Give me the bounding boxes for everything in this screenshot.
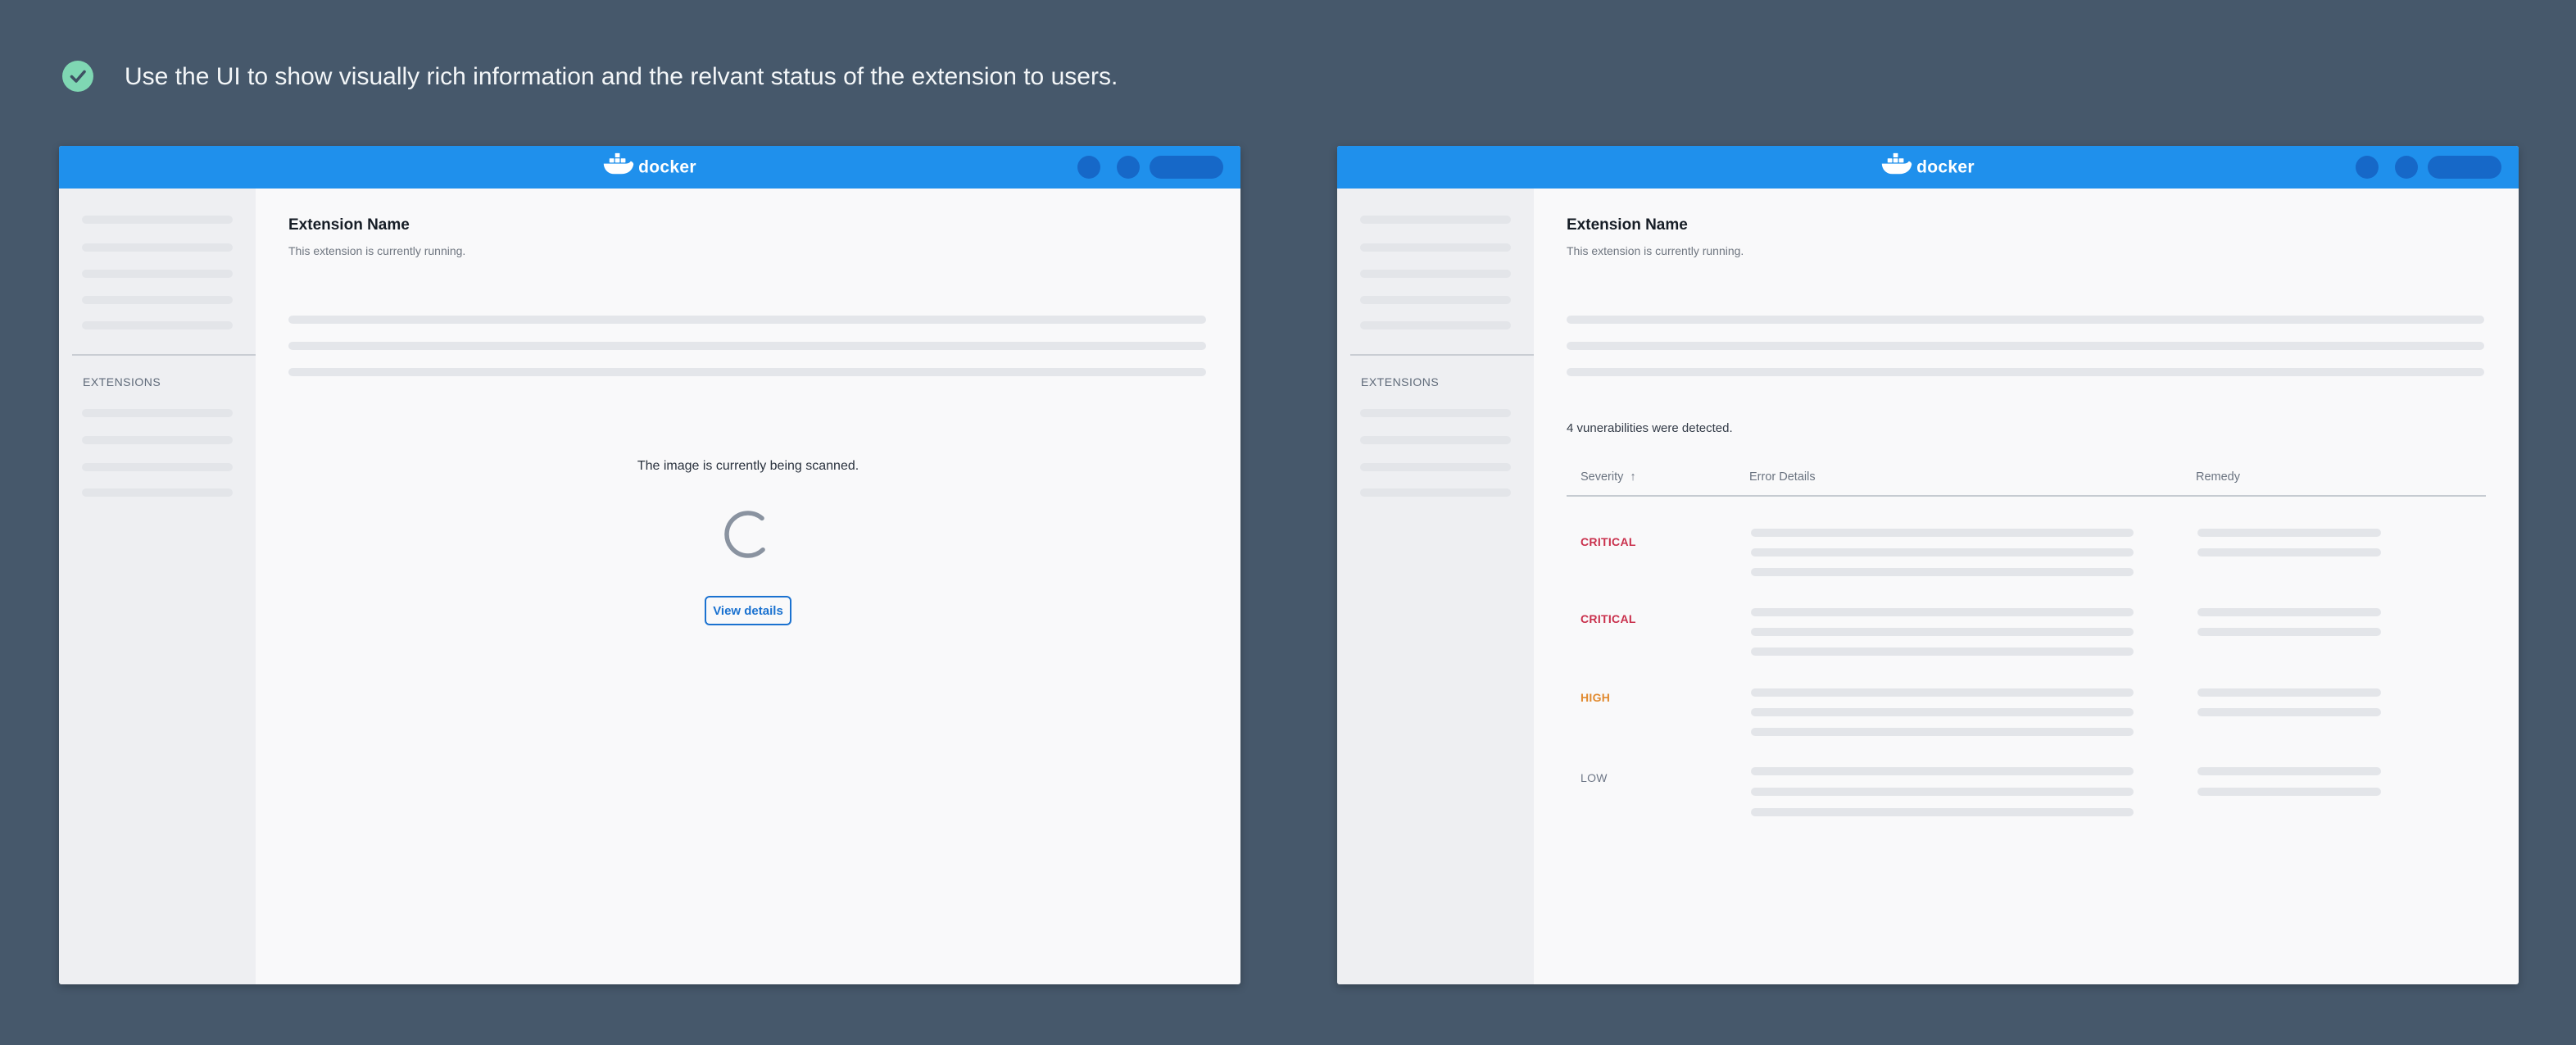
content-placeholder-bar	[1567, 316, 2484, 324]
content-placeholder-bar	[1567, 368, 2484, 376]
header-action-button[interactable]	[2395, 156, 2418, 179]
remedy-placeholder-bar	[2197, 688, 2381, 697]
content-placeholder-bar	[288, 316, 1206, 324]
severity-badge: LOW	[1581, 771, 1608, 784]
sidebar-placeholder-item	[82, 436, 233, 444]
sidebar-placeholder-item	[82, 296, 233, 304]
sidebar-placeholder-item	[82, 270, 233, 278]
error-detail-placeholder-bar	[1751, 568, 2134, 576]
docker-whale-icon	[1881, 152, 1912, 182]
severity-badge: HIGH	[1581, 691, 1611, 704]
header-action-pill[interactable]	[2428, 156, 2501, 179]
sidebar-placeholder-item	[1360, 436, 1511, 444]
extension-status-subtitle: This extension is currently running.	[288, 244, 466, 257]
scanning-status-text: The image is currently being scanned.	[637, 459, 859, 473]
sidebar-placeholder-item	[82, 243, 233, 252]
sidebar-placeholder-item	[1360, 409, 1511, 417]
sidebar-placeholder-item	[1360, 463, 1511, 471]
remedy-placeholder-bar	[2197, 708, 2381, 716]
sidebar-divider	[72, 354, 256, 356]
docker-logo: docker	[603, 152, 696, 182]
extension-content: Extension Name This extension is current…	[1534, 189, 2519, 984]
docker-wordmark: docker	[1916, 157, 1975, 176]
app-header: docker	[1337, 146, 2519, 189]
app-header: docker	[59, 146, 1240, 189]
severity-badge: CRITICAL	[1581, 535, 1636, 548]
error-detail-placeholder-bar	[1751, 728, 2134, 736]
error-detail-placeholder-bar	[1751, 548, 2134, 557]
table-header-severity[interactable]: Severity ↑	[1581, 470, 1636, 484]
sidebar-divider	[1350, 354, 1534, 356]
sidebar-placeholder-item	[1360, 243, 1511, 252]
view-details-button[interactable]: View details	[705, 596, 791, 625]
error-detail-placeholder-bar	[1751, 788, 2134, 796]
header-action-button[interactable]	[2356, 156, 2379, 179]
extension-status-subtitle: This extension is currently running.	[1567, 244, 1744, 257]
table-divider	[1567, 495, 2486, 497]
severity-badge: CRITICAL	[1581, 612, 1636, 625]
vulnerability-summary: 4 vunerabilities were detected.	[1567, 421, 1733, 435]
check-icon	[62, 61, 93, 92]
extension-content: Extension Name This extension is current…	[256, 189, 1240, 984]
extension-title: Extension Name	[288, 216, 410, 234]
remedy-placeholder-bar	[2197, 548, 2381, 557]
sidebar-placeholder-item	[82, 321, 233, 329]
sidebar: EXTENSIONS	[59, 189, 256, 984]
header-action-button[interactable]	[1077, 156, 1100, 179]
loading-spinner-icon	[722, 508, 774, 561]
sidebar-section-label: EXTENSIONS	[1361, 375, 1440, 388]
error-detail-placeholder-bar	[1751, 628, 2134, 636]
content-placeholder-bar	[1567, 342, 2484, 350]
sidebar-placeholder-item	[82, 463, 233, 471]
extension-title: Extension Name	[1567, 216, 1688, 234]
table-header-error-details: Error Details	[1749, 470, 1816, 484]
remedy-placeholder-bar	[2197, 608, 2381, 616]
table-header-remedy: Remedy	[2196, 470, 2240, 484]
sidebar-section-label: EXTENSIONS	[83, 375, 161, 388]
docker-desktop-window-scanning: docker EXTENSIONS Extension Name This ex…	[59, 146, 1240, 984]
header-action-button[interactable]	[1117, 156, 1140, 179]
sidebar-placeholder-item	[1360, 216, 1511, 224]
docker-logo: docker	[1881, 152, 1975, 182]
remedy-placeholder-bar	[2197, 628, 2381, 636]
content-placeholder-bar	[288, 368, 1206, 376]
error-detail-placeholder-bar	[1751, 708, 2134, 716]
remedy-placeholder-bar	[2197, 767, 2381, 775]
sidebar-placeholder-item	[1360, 296, 1511, 304]
error-detail-placeholder-bar	[1751, 808, 2134, 816]
docker-wordmark: docker	[638, 157, 696, 176]
sidebar-placeholder-item	[82, 488, 233, 497]
sidebar-placeholder-item	[1360, 321, 1511, 329]
error-detail-placeholder-bar	[1751, 688, 2134, 697]
guideline-text: Use the UI to show visually rich informa…	[125, 63, 1118, 90]
sidebar-placeholder-item	[1360, 488, 1511, 497]
sidebar-placeholder-item	[82, 216, 233, 224]
error-detail-placeholder-bar	[1751, 647, 2134, 656]
docker-desktop-window-results: docker EXTENSIONS Extension Name This ex…	[1337, 146, 2519, 984]
remedy-placeholder-bar	[2197, 788, 2381, 796]
docker-whale-icon	[603, 152, 634, 182]
sidebar-placeholder-item	[1360, 270, 1511, 278]
error-detail-placeholder-bar	[1751, 608, 2134, 616]
sort-ascending-icon: ↑	[1630, 470, 1636, 484]
header-action-pill[interactable]	[1150, 156, 1223, 179]
remedy-placeholder-bar	[2197, 529, 2381, 537]
sidebar-placeholder-item	[82, 409, 233, 417]
error-detail-placeholder-bar	[1751, 529, 2134, 537]
content-placeholder-bar	[288, 342, 1206, 350]
sidebar: EXTENSIONS	[1337, 189, 1534, 984]
error-detail-placeholder-bar	[1751, 767, 2134, 775]
